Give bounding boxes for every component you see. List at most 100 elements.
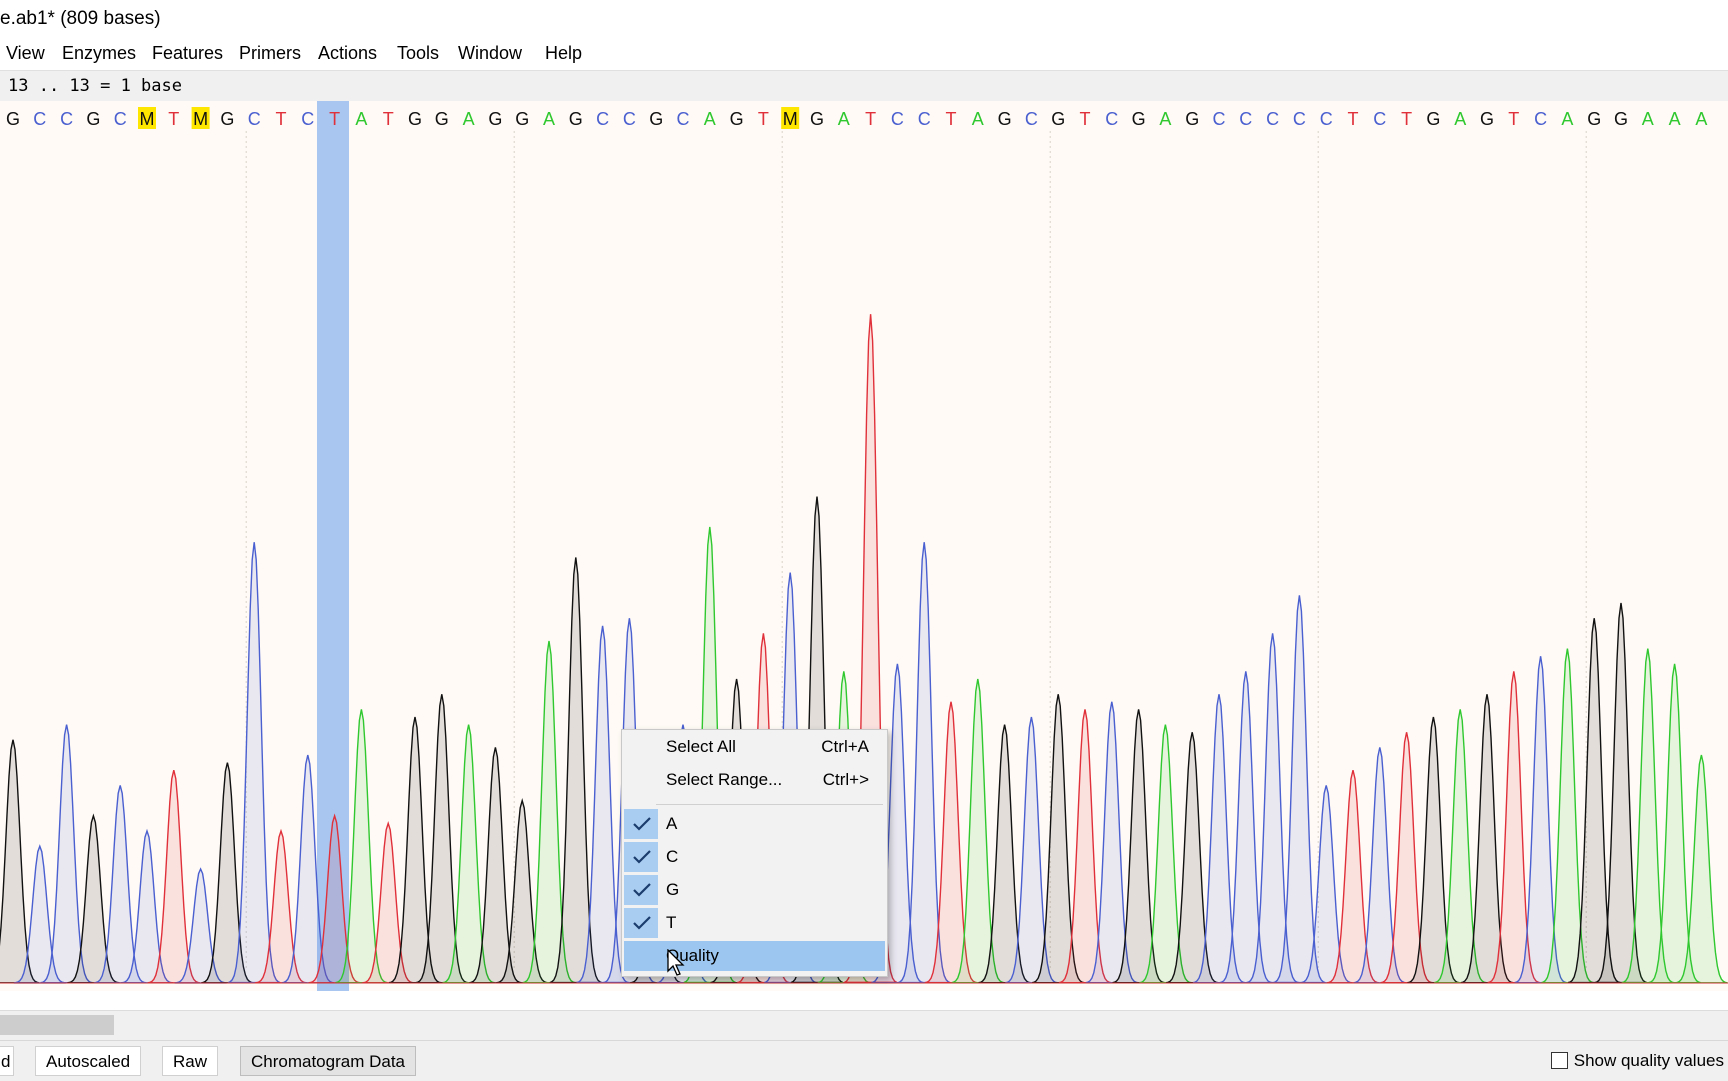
tab-chromatogram-data[interactable]: Chromatogram Data (240, 1046, 417, 1076)
base-call[interactable]: G (86, 109, 100, 129)
base-call[interactable]: A (838, 109, 850, 129)
base-call[interactable]: G (998, 109, 1012, 129)
menu-channel-c[interactable]: C (624, 842, 885, 872)
base-call[interactable]: G (1426, 109, 1440, 129)
base-call[interactable]: A (704, 109, 716, 129)
base-call[interactable]: A (1695, 109, 1707, 129)
trace-peak (13, 844, 66, 984)
base-call[interactable]: T (946, 109, 957, 129)
base-call[interactable]: A (1642, 109, 1654, 129)
base-call[interactable]: A (355, 109, 367, 129)
horizontal-scrollbar[interactable] (0, 1010, 1728, 1041)
base-call[interactable]: G (569, 109, 583, 129)
trace-peak (469, 747, 522, 984)
selection-info: 13 .. 13 = 1 base (8, 76, 182, 96)
base-call[interactable]: C (248, 109, 261, 129)
menu-help[interactable]: Help (545, 43, 583, 63)
base-call[interactable]: T (383, 109, 394, 129)
base-call[interactable]: G (488, 109, 502, 129)
trace-peak (335, 709, 388, 984)
base-call[interactable]: T (276, 109, 287, 129)
base-call[interactable]: C (623, 109, 636, 129)
menu-enzymes[interactable]: Enzymes (62, 43, 137, 63)
base-call[interactable]: C (1266, 109, 1279, 129)
trace-peak (924, 701, 978, 984)
check-icon (624, 809, 658, 839)
base-call[interactable]: A (1159, 109, 1171, 129)
base-call[interactable]: G (515, 109, 529, 129)
menu-features[interactable]: Features (152, 43, 224, 63)
base-call[interactable]: A (463, 109, 475, 129)
base-call[interactable]: C (1373, 109, 1386, 129)
menu-quality[interactable]: Quality (624, 941, 885, 971)
base-call[interactable]: G (649, 109, 663, 129)
base-call[interactable]: A (1669, 109, 1681, 129)
base-call[interactable]: T (1508, 109, 1519, 129)
base-call[interactable]: A (972, 109, 984, 129)
base-call[interactable]: T (1348, 109, 1359, 129)
menu-channel-t[interactable]: T (624, 908, 885, 938)
base-call[interactable]: M (193, 109, 208, 129)
tab-raw[interactable]: Raw (162, 1046, 219, 1076)
menu-tools[interactable]: Tools (397, 43, 440, 63)
base-call[interactable]: C (1293, 109, 1306, 129)
menu-window[interactable]: Window (458, 43, 523, 63)
base-call[interactable]: C (891, 109, 904, 129)
trace-peak (1058, 709, 1112, 984)
base-call[interactable]: G (730, 109, 744, 129)
base-call[interactable]: G (6, 109, 20, 129)
show-quality-checkbox[interactable]: Show quality values (1550, 1051, 1724, 1071)
base-call[interactable]: C (918, 109, 931, 129)
tab-partial[interactable]: d (0, 1046, 14, 1076)
base-call[interactable]: C (1105, 109, 1118, 129)
menu-select-all[interactable]: Select All Ctrl+A (624, 732, 885, 762)
base-call[interactable]: A (543, 109, 555, 129)
tab-autoscaled[interactable]: Autoscaled (35, 1046, 142, 1076)
base-call[interactable]: C (33, 109, 46, 129)
base-call[interactable]: G (1480, 109, 1494, 129)
checkbox-box[interactable] (1550, 1052, 1568, 1069)
base-call[interactable]: G (1132, 109, 1146, 129)
base-call[interactable]: C (596, 109, 609, 129)
base-call[interactable]: A (1454, 109, 1466, 129)
base-call[interactable]: C (1534, 109, 1547, 129)
trace-peak (147, 770, 200, 984)
base-call[interactable]: C (60, 109, 73, 129)
base-call[interactable]: C (301, 109, 314, 129)
base-call[interactable]: G (810, 109, 824, 129)
base-call[interactable]: T (865, 109, 876, 129)
base-call[interactable]: C (1213, 109, 1226, 129)
base-call[interactable]: C (114, 109, 127, 129)
base-call[interactable]: M (783, 109, 798, 129)
base-call[interactable]: T (168, 109, 179, 129)
base-call[interactable]: T (758, 109, 769, 129)
base-call[interactable]: G (220, 109, 234, 129)
base-call[interactable]: G (1185, 109, 1199, 129)
base-call[interactable]: T (1401, 109, 1412, 129)
scrollbar-thumb[interactable] (0, 1015, 114, 1035)
menu-channel-a[interactable]: A (624, 809, 885, 839)
base-call[interactable]: G (408, 109, 422, 129)
base-call[interactable]: T (329, 109, 340, 129)
base-call[interactable]: G (1051, 109, 1065, 129)
base-call[interactable]: C (1239, 109, 1252, 129)
trace-peak (1675, 754, 1728, 984)
menu-channel-g[interactable]: G (624, 875, 885, 905)
ambiguous-base-highlight (781, 107, 800, 129)
base-call[interactable]: C (677, 109, 690, 129)
trace-peak (1380, 732, 1433, 984)
menu-view[interactable]: View (6, 43, 45, 63)
trace-peak (1487, 671, 1541, 984)
base-call[interactable]: G (1614, 109, 1628, 129)
base-call[interactable]: T (1080, 109, 1091, 129)
base-call[interactable]: G (1587, 109, 1601, 129)
base-call[interactable]: M (140, 109, 155, 129)
trace-peak (201, 762, 254, 984)
base-call[interactable]: C (1025, 109, 1038, 129)
menu-actions[interactable]: Actions (318, 43, 378, 63)
base-call[interactable]: G (435, 109, 449, 129)
menu-select-range[interactable]: Select Range... Ctrl+> (624, 765, 885, 795)
base-call[interactable]: C (1320, 109, 1333, 129)
base-call[interactable]: A (1561, 109, 1573, 129)
menu-primers[interactable]: Primers (239, 43, 301, 63)
